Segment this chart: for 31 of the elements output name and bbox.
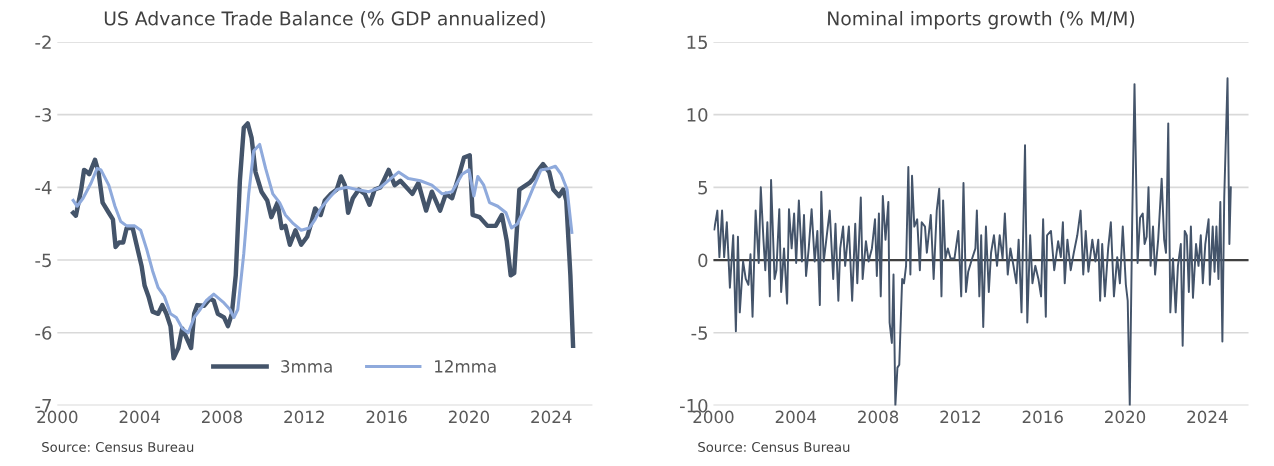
y-tick-label: 15 — [687, 35, 707, 50]
y-tick-label: 5 — [698, 181, 707, 195]
legend-label: 3mma — [281, 360, 332, 373]
x-tick-label: 2008 — [201, 410, 243, 424]
x-tick-label: 2004 — [119, 410, 160, 424]
y-tick-label: -6 — [35, 326, 52, 340]
y-tick-label: -5 — [35, 253, 51, 268]
line-series — [713, 77, 1232, 406]
line-series — [71, 142, 574, 335]
y-tick-label: -3 — [35, 108, 52, 122]
x-tick-label: 2012 — [284, 410, 324, 424]
y-tick-label: -2 — [35, 35, 51, 49]
x-tick-label: 2016 — [366, 410, 407, 424]
x-tick-label: 2016 — [1022, 410, 1063, 424]
x-tick-label: 2020 — [448, 410, 490, 424]
line-series — [70, 121, 576, 361]
legend-label: 12mma — [435, 360, 496, 373]
y-tick-label: -4 — [35, 181, 52, 195]
x-tick-label: 2012 — [940, 410, 980, 424]
x-tick-label: 2004 — [775, 410, 817, 424]
y-tick-label: -5 — [691, 326, 707, 340]
x-tick-label: 2024 — [1187, 410, 1228, 424]
chart-title: US Advance Trade Balance (% GDP annualized) — [104, 11, 545, 28]
x-tick-label: 2008 — [858, 410, 899, 424]
x-tick-label: 2020 — [1105, 410, 1146, 424]
y-tick-label: 0 — [698, 253, 708, 268]
source-note: Source: Census Bureau — [698, 442, 850, 452]
source-note: Source: Census Bureau — [42, 442, 194, 452]
y-tick-label: 10 — [687, 108, 708, 122]
chart-title: Nominal imports growth (% M/M) — [828, 11, 1135, 30]
x-tick-label: 2024 — [531, 410, 572, 424]
